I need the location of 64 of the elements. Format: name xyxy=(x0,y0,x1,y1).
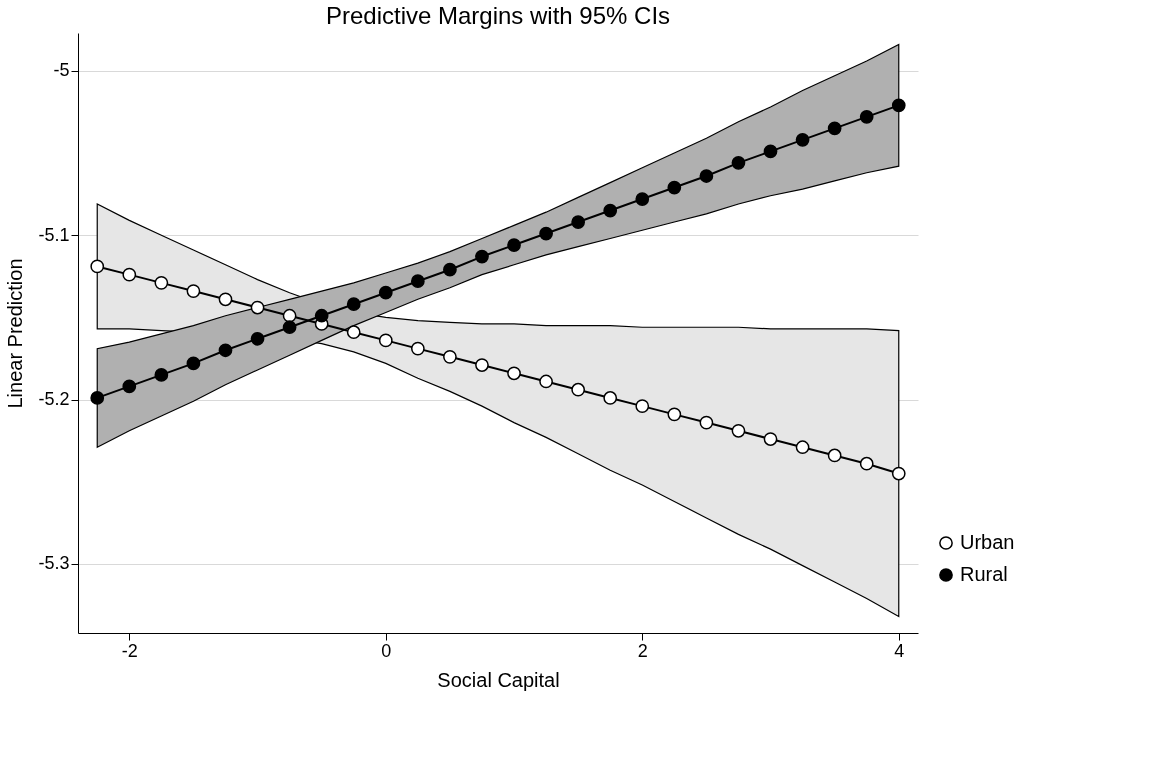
point xyxy=(763,432,778,446)
point xyxy=(571,382,586,397)
point xyxy=(282,308,297,323)
point xyxy=(507,366,521,381)
point xyxy=(154,368,169,382)
point xyxy=(795,440,810,455)
point xyxy=(443,349,457,364)
x-tick-label: 4 xyxy=(894,640,905,661)
point xyxy=(859,109,874,124)
legend-label: Urban xyxy=(960,531,1015,553)
point xyxy=(346,325,361,340)
x-tick-label: -2 xyxy=(121,640,138,661)
point xyxy=(186,284,201,298)
point xyxy=(122,379,137,394)
point xyxy=(795,132,810,147)
point xyxy=(507,238,521,252)
point xyxy=(763,144,778,159)
point xyxy=(90,259,105,274)
point xyxy=(154,276,169,290)
point xyxy=(539,226,553,241)
point xyxy=(250,300,265,315)
y-axis-title: Linear Prediction xyxy=(4,258,27,409)
point xyxy=(891,466,906,481)
point xyxy=(122,267,137,282)
point xyxy=(346,297,361,312)
point xyxy=(891,98,906,113)
x-axis-title: Social Capital xyxy=(437,668,560,691)
legend-label: Rural xyxy=(960,563,1008,585)
point xyxy=(827,448,842,463)
point xyxy=(475,249,489,264)
chart-title: Predictive Margins with 95% CIs xyxy=(325,2,671,29)
point xyxy=(250,331,265,346)
point xyxy=(475,358,489,372)
point xyxy=(603,391,618,405)
point xyxy=(699,415,714,430)
x-tick-label: 0 xyxy=(381,640,392,661)
point xyxy=(378,285,393,300)
point xyxy=(218,343,233,358)
point xyxy=(282,320,297,335)
point xyxy=(539,374,553,389)
y-tick-label: -5.3 xyxy=(38,553,70,574)
point xyxy=(410,274,425,289)
point xyxy=(603,203,618,218)
point xyxy=(314,308,329,323)
y-tick-label: -5.2 xyxy=(38,389,70,410)
point xyxy=(667,180,682,195)
point xyxy=(635,399,650,414)
point xyxy=(378,333,393,348)
point xyxy=(667,407,682,422)
point xyxy=(90,391,105,405)
point xyxy=(699,169,714,183)
point xyxy=(827,121,842,136)
point xyxy=(731,156,746,170)
x-tick-label: 2 xyxy=(637,640,648,661)
point xyxy=(443,262,457,277)
point xyxy=(218,292,233,307)
point xyxy=(859,456,874,471)
point xyxy=(571,215,586,229)
y-tick-label: -5.1 xyxy=(38,224,70,245)
y-tick-label: -5 xyxy=(53,60,70,81)
point xyxy=(731,423,746,438)
point xyxy=(410,341,425,356)
point xyxy=(186,356,201,371)
point xyxy=(635,192,650,206)
